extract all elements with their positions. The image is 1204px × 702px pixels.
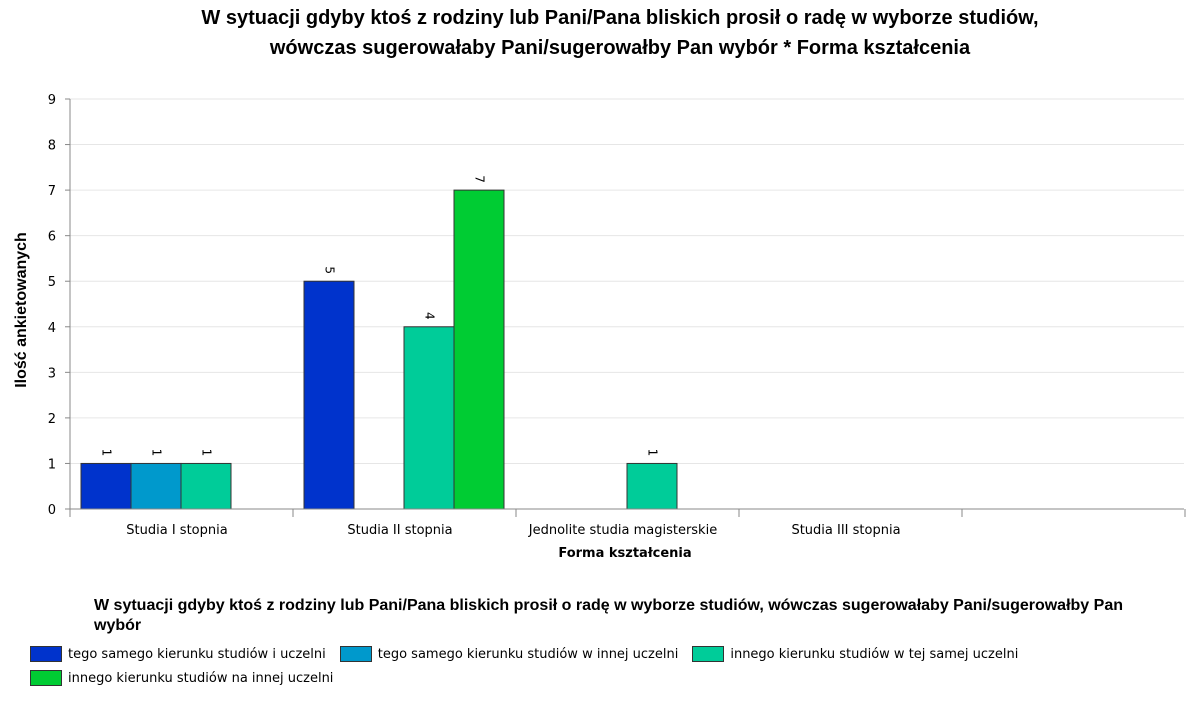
x-tick-label: Studia I stopnia <box>126 523 227 538</box>
legend-item: tego samego kierunku studiów w innej ucz… <box>339 646 679 662</box>
bar <box>453 189 505 510</box>
data-labels: 1 1 1 5 4 7 1 <box>100 175 660 456</box>
legend-item: tego samego kierunku studiów i uczelni <box>30 646 326 662</box>
x-axis-ticks: Studia I stopnia Studia II stopnia Jednoli… <box>69 509 1186 538</box>
legend-items: tego samego kierunku studiów i uczelni te… <box>30 646 1200 686</box>
legend-label: tego samego kierunku studiów i uczelni <box>68 646 326 662</box>
data-label: 1 <box>150 449 164 457</box>
y-tick-label: 8 <box>48 139 56 154</box>
y-tick-label: 7 <box>48 184 56 199</box>
y-tick-label: 3 <box>48 366 56 381</box>
data-label: 4 <box>423 312 437 320</box>
bar-series <box>80 189 678 510</box>
legend-swatch <box>30 670 62 686</box>
chart-title-line-2: wówczas sugerowałaby Pani/sugerowałby Pa… <box>269 37 971 59</box>
y-tick-label: 5 <box>48 275 56 290</box>
data-label: 1 <box>646 449 660 457</box>
x-tick-label: Jednolite studia magisterskie <box>528 523 717 538</box>
y-tick-label: 1 <box>48 457 56 472</box>
y-tick-label: 6 <box>48 230 56 245</box>
axes <box>69 99 1184 510</box>
legend-swatch <box>339 646 372 662</box>
y-tick-label: 9 <box>48 93 56 108</box>
legend-label: innego kierunku studiów na innej uczelni <box>68 670 334 686</box>
legend-label: tego samego kierunku studiów w innej ucz… <box>377 646 679 662</box>
legend-swatch <box>30 646 62 662</box>
bar <box>80 462 132 510</box>
bar-chart: W sytuacji gdyby ktoś z rodziny lub Pani… <box>13 7 1186 561</box>
legend-label: innego kierunku studiów w tej samej ucze… <box>730 646 1019 662</box>
legend-item: innego kierunku studiów w tej samej ucze… <box>692 646 1018 662</box>
legend-swatch <box>692 646 725 662</box>
legend-title: W sytuacji gdyby ktoś z rodziny lub Pani… <box>94 597 1123 634</box>
y-axis-title: Ilość ankietowanych <box>13 232 30 388</box>
bar <box>130 462 182 510</box>
bar <box>403 326 455 510</box>
bar <box>626 462 678 510</box>
x-axis-title: Forma kształcenia <box>558 546 691 561</box>
bar <box>180 462 232 510</box>
x-tick-label: Studia II stopnia <box>347 523 452 538</box>
data-label: 5 <box>323 266 337 274</box>
y-axis-ticks: 0 1 2 3 4 5 6 7 8 9 <box>48 93 70 518</box>
legend: W sytuacji gdyby ktoś z rodziny lub Pani… <box>30 596 1200 686</box>
chart-title-line-1: W sytuacji gdyby ktoś z rodziny lub Pani… <box>201 7 1038 29</box>
data-label: 7 <box>473 175 487 183</box>
data-label: 1 <box>100 449 114 457</box>
y-tick-label: 0 <box>48 503 56 518</box>
bar <box>303 280 355 510</box>
gridlines <box>70 98 1184 464</box>
legend-item: innego kierunku studiów na innej uczelni <box>30 670 333 686</box>
data-label: 1 <box>200 449 214 457</box>
y-tick-label: 4 <box>48 321 56 336</box>
x-tick-label: Studia III stopnia <box>791 523 900 538</box>
y-tick-label: 2 <box>48 412 56 427</box>
